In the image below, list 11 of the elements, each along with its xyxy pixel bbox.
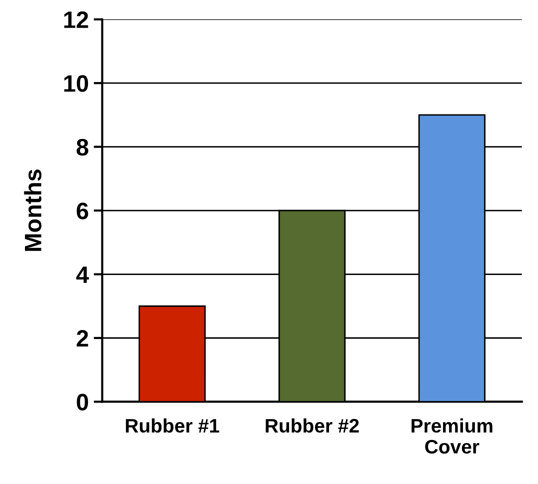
y-axis-title: Months bbox=[24, 170, 42, 251]
y-tick-label: 12 bbox=[64, 11, 88, 28]
y-tick-label: 2 bbox=[76, 330, 88, 347]
x-tick-label: Rubber #1 bbox=[126, 418, 220, 433]
y-tick-label: 0 bbox=[76, 394, 88, 411]
x-tick-label: Premium Cover bbox=[412, 418, 492, 454]
y-tick-label: 10 bbox=[64, 75, 88, 92]
x-tick-label: Rubber #2 bbox=[266, 418, 359, 433]
y-tick-label: 4 bbox=[76, 266, 89, 283]
y-tick-label: 8 bbox=[76, 138, 88, 156]
y-tick-label: 6 bbox=[76, 202, 88, 220]
